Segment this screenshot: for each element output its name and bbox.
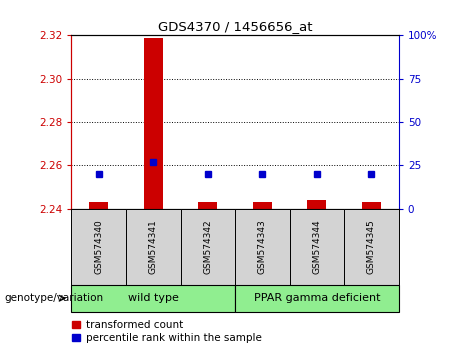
Bar [307, 200, 326, 209]
Title: GDS4370 / 1456656_at: GDS4370 / 1456656_at [158, 20, 313, 33]
Text: GSM574343: GSM574343 [258, 219, 267, 274]
Bar [253, 202, 272, 209]
Legend: transformed count, percentile rank within the sample: transformed count, percentile rank withi… [72, 320, 261, 343]
Text: GSM574342: GSM574342 [203, 219, 213, 274]
Text: PPAR gamma deficient: PPAR gamma deficient [254, 293, 380, 303]
Text: genotype/variation: genotype/variation [5, 293, 104, 303]
Bar [144, 38, 163, 209]
Text: wild type: wild type [128, 293, 179, 303]
Text: GSM574341: GSM574341 [149, 219, 158, 274]
Text: GSM574340: GSM574340 [94, 219, 103, 274]
Bar [89, 202, 108, 209]
Bar [362, 202, 381, 209]
Bar [198, 202, 218, 209]
Text: GSM574344: GSM574344 [313, 219, 321, 274]
Text: GSM574345: GSM574345 [367, 219, 376, 274]
